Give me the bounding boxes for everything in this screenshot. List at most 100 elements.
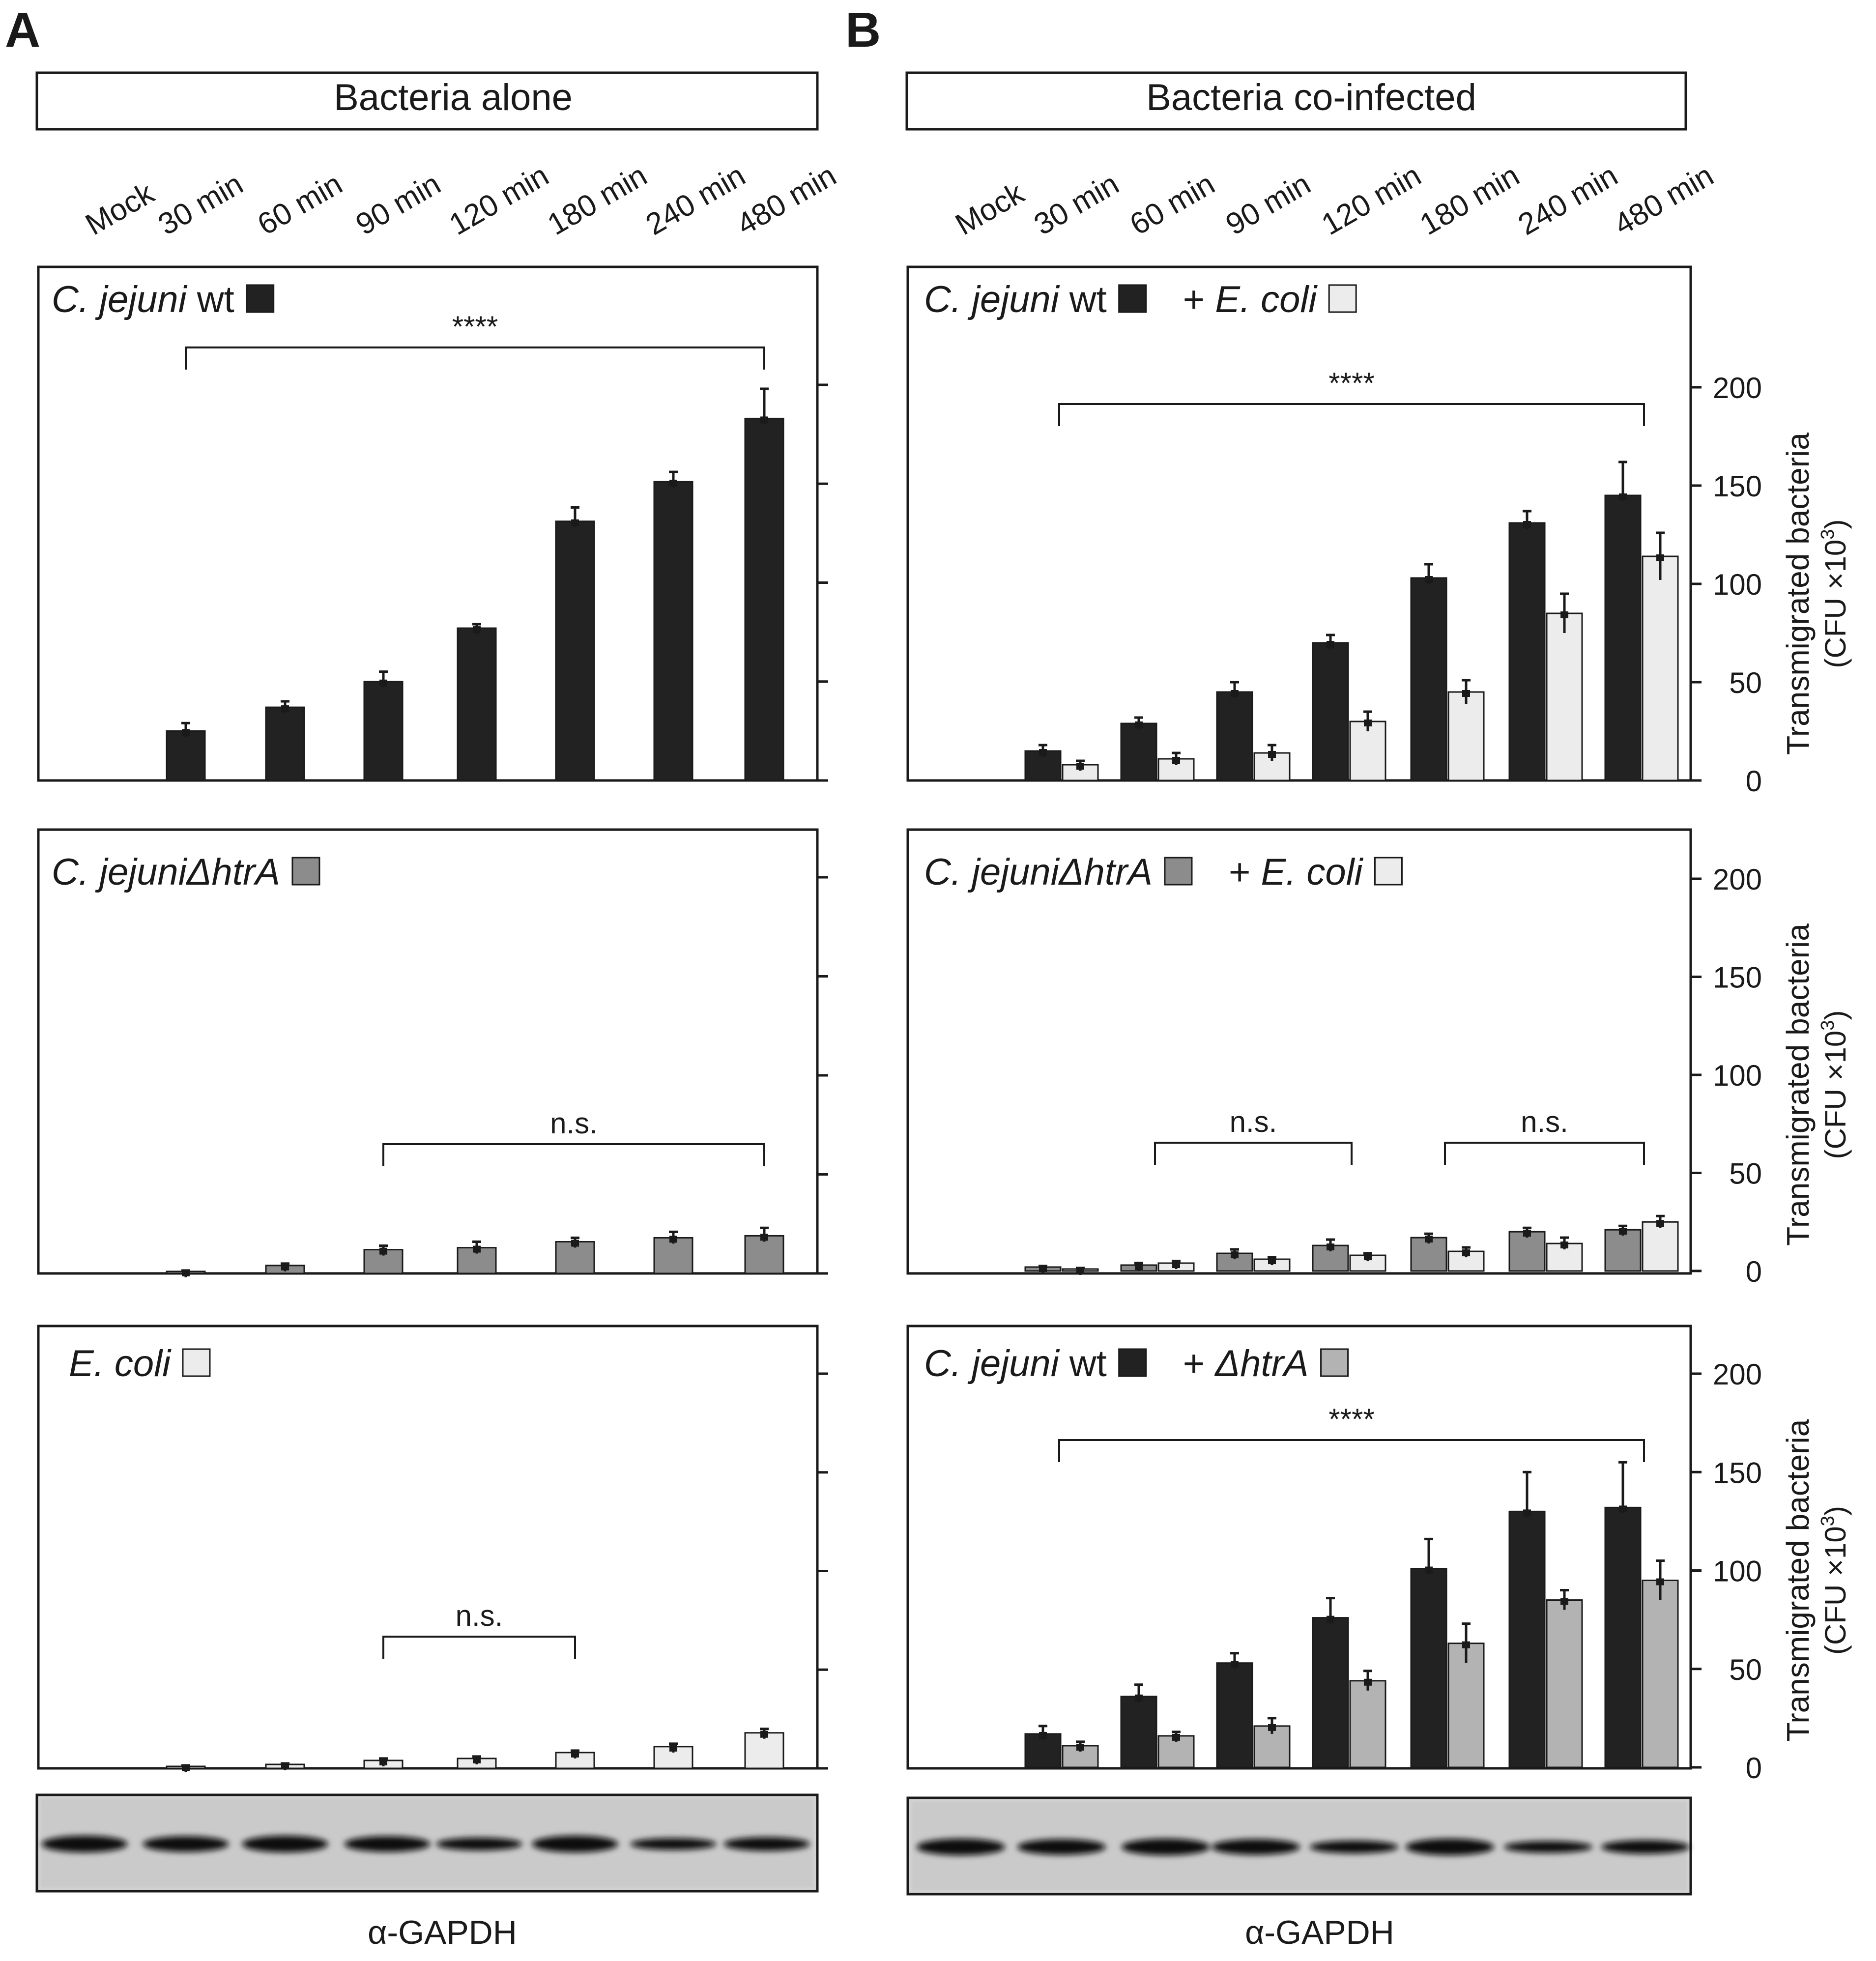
a-category-label-6: 240 min xyxy=(640,158,751,242)
b3-bar-s0-c4 xyxy=(1312,1617,1349,1768)
b2-mean-marker-s0-c7 xyxy=(1619,1228,1627,1235)
b-category-label-1: 30 min xyxy=(1029,167,1125,242)
b2-frame xyxy=(906,828,1692,1275)
b-blot-band-0 xyxy=(917,1839,1005,1855)
b2-mean-marker-s1-c3 xyxy=(1268,1257,1276,1265)
blot-label-b: α-GAPDH xyxy=(1245,1914,1394,1951)
b1-bar-s0-c6 xyxy=(1508,522,1546,781)
a3-mean-marker-s0-c5 xyxy=(571,1750,579,1758)
b3-ylabel-line2: (CFU ×103) xyxy=(1818,1506,1852,1655)
a1-mean-marker-s0-c4 xyxy=(473,626,481,634)
b2-mean-marker-s0-c2 xyxy=(1135,1263,1143,1270)
a1-sig-label-0: **** xyxy=(452,310,498,343)
chart-a1: **** C. jejuni wt xyxy=(37,265,828,782)
a2-legend-italic-0: C. jejuniΔhtrA xyxy=(52,851,280,893)
a2-bar-s0-c5 xyxy=(555,1241,595,1274)
b1-mean-marker-s0-c1 xyxy=(1039,749,1047,756)
b1-legend-italic-0: C. jejuni xyxy=(924,279,1060,320)
a-blot-band-5 xyxy=(532,1836,618,1852)
b1-bar-s0-c3 xyxy=(1216,691,1253,781)
b2-ytick-label-1: 50 xyxy=(1729,1157,1762,1190)
b3-ytick-label-4: 200 xyxy=(1713,1358,1762,1391)
b3-ylabel-prefix: (CFU ×10 xyxy=(1819,1526,1852,1655)
b1-legend-suffix-0: wt xyxy=(1059,279,1107,320)
b-category-label-3: 90 min xyxy=(1220,167,1317,242)
b2-mean-marker-s1-c6 xyxy=(1560,1241,1568,1249)
b2-mean-marker-s0-c5 xyxy=(1425,1236,1433,1243)
b3-ylabel-line1: Transmigrated bacteria xyxy=(1780,1419,1816,1741)
b3-bar-s0-c7 xyxy=(1604,1506,1642,1768)
a1-mean-marker-s0-c5 xyxy=(571,519,579,526)
b1-ytick-label-0: 0 xyxy=(1746,765,1762,798)
a3-frame xyxy=(37,1325,819,1770)
a2-sig-bracket-0 xyxy=(382,1143,765,1166)
b3-bar-s0-c2 xyxy=(1120,1696,1157,1768)
b1-mean-marker-s0-c6 xyxy=(1523,521,1531,528)
b-category-label-5: 180 min xyxy=(1414,158,1526,242)
a2-sig-label-0: n.s. xyxy=(550,1107,598,1140)
b1-mean-marker-s0-c7 xyxy=(1619,493,1627,500)
b2-sig-label-1: n.s. xyxy=(1521,1105,1568,1138)
b2-ylabel-line2: (CFU ×103) xyxy=(1818,1010,1852,1159)
panel-a-header-box xyxy=(35,71,819,131)
a2-mean-marker-s0-c6 xyxy=(669,1236,677,1243)
b3-mean-marker-s1-c2 xyxy=(1172,1733,1180,1741)
a-category-label-5: 180 min xyxy=(542,158,653,242)
a1-sig-bracket-0 xyxy=(185,346,765,370)
b3-bar-s1-c1 xyxy=(1062,1745,1099,1768)
b-blot-band-6 xyxy=(1504,1841,1592,1853)
a3-mean-marker-s0-c3 xyxy=(379,1758,387,1765)
chart-a3: n.s. E. coli xyxy=(37,1325,828,1772)
b1-ytick-label-3: 150 xyxy=(1713,470,1762,503)
b3-mean-marker-s0-c1 xyxy=(1039,1731,1047,1739)
b2-legend-italic-1: E. coli xyxy=(1261,851,1363,893)
b1-mean-marker-s0-c2 xyxy=(1135,721,1143,728)
b3-bar-s1-c7 xyxy=(1642,1580,1679,1768)
a1-bar-s0-c2 xyxy=(265,706,305,781)
a3-mean-marker-s0-c1 xyxy=(182,1764,190,1771)
b3-mean-marker-s0-c2 xyxy=(1135,1694,1143,1701)
b1-ytick-label-2: 100 xyxy=(1713,568,1762,601)
b1-bar-s0-c2 xyxy=(1120,722,1157,781)
b3-bar-s1-c4 xyxy=(1349,1680,1386,1768)
a1-legend-italic-0: C. jejuni xyxy=(52,279,188,320)
b2-sig-label-0: n.s. xyxy=(1230,1105,1277,1138)
b2-legend-swatch-0 xyxy=(1164,857,1193,886)
b2-ytick-label-3: 150 xyxy=(1713,961,1762,994)
b3-mean-marker-s1-c5 xyxy=(1462,1641,1470,1648)
a3-mean-marker-s0-c7 xyxy=(760,1730,768,1738)
b3-mean-marker-s1-c6 xyxy=(1560,1598,1568,1605)
a1-frame xyxy=(37,265,819,782)
a2-mean-marker-s0-c7 xyxy=(760,1234,768,1241)
b-blot-band-4 xyxy=(1310,1841,1398,1853)
a1-mean-marker-s0-c1 xyxy=(182,729,190,736)
b1-mean-marker-s0-c3 xyxy=(1231,690,1239,697)
a3-legend-text-0: E. coli xyxy=(69,1343,172,1384)
a-blot-band-4 xyxy=(436,1838,522,1850)
b-blot-band-3 xyxy=(1212,1839,1300,1855)
b1-ylabel-line1: Transmigrated bacteria xyxy=(1780,433,1816,755)
b2-legend-prefix-1: + xyxy=(1229,851,1261,893)
b2-ytick-label-0: 0 xyxy=(1746,1255,1762,1288)
b2-bar-s1-c7 xyxy=(1642,1221,1679,1272)
b1-ytick-label-4: 200 xyxy=(1713,372,1762,404)
a1-mean-marker-s0-c7 xyxy=(760,416,768,424)
a2-mean-marker-s0-c5 xyxy=(571,1240,579,1247)
a1-legend-swatch-0 xyxy=(246,284,275,313)
b3-ylabel-exponent: 3 xyxy=(1818,1516,1838,1526)
b3-sig-label-0: **** xyxy=(1328,1403,1374,1436)
b3-ytick-label-1: 50 xyxy=(1729,1653,1762,1686)
a1-bar-s0-c4 xyxy=(457,627,497,781)
b3-ytick-label-3: 150 xyxy=(1713,1456,1762,1489)
b3-ytick-label-2: 100 xyxy=(1713,1555,1762,1588)
a3-mean-marker-s0-c4 xyxy=(473,1756,481,1763)
a1-bar-s0-c6 xyxy=(653,481,693,781)
b2-mean-marker-s1-c4 xyxy=(1364,1253,1372,1261)
chart-b1: 0 50 100 150 200 Transmigrated bacteria (CFU ×… xyxy=(906,265,1852,798)
b1-mean-marker-s1-c4 xyxy=(1364,720,1372,726)
a2-frame xyxy=(37,828,819,1275)
b3-legend-swatch-0 xyxy=(1118,1348,1147,1377)
a1-bar-s0-c5 xyxy=(555,520,595,781)
b1-bar-s0-c4 xyxy=(1312,642,1349,781)
